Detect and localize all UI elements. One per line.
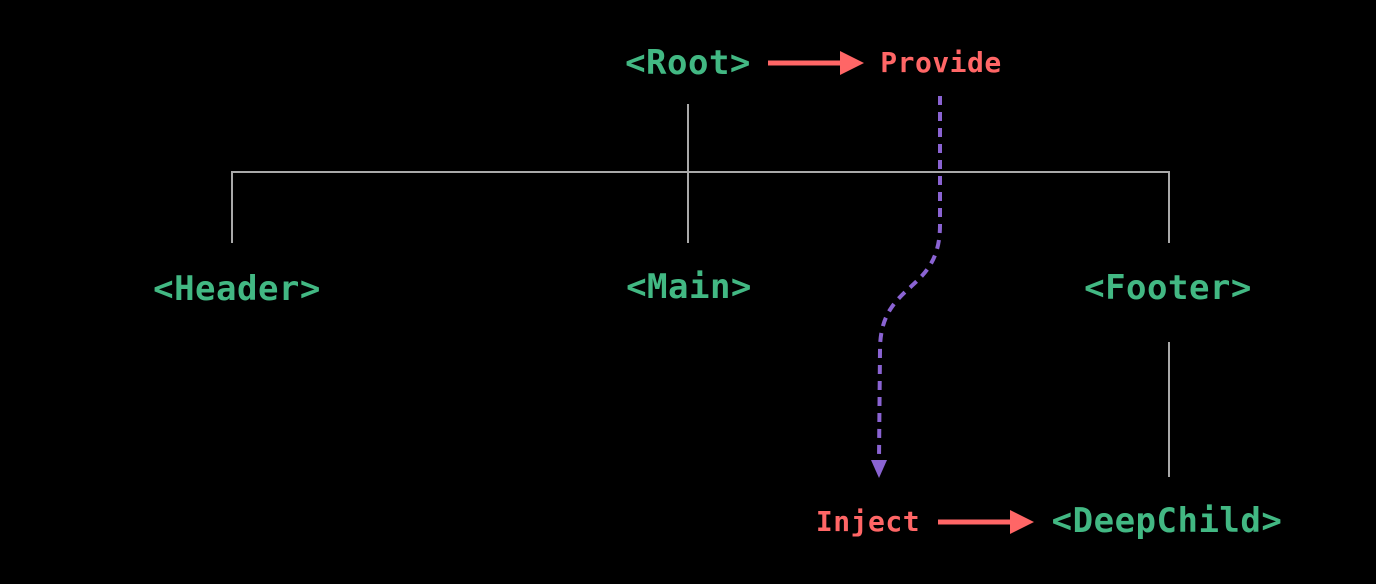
inject-annotation: Inject [815, 505, 921, 538]
dashed-curve-path [877, 96, 942, 461]
tree-lines [231, 104, 1170, 477]
provide-arrow-head-icon [840, 51, 864, 75]
inject-arrow-head-icon [1010, 510, 1034, 534]
inject-arrow [938, 510, 1034, 534]
deepchild-node-label: <DeepChild> [1051, 501, 1283, 541]
provide-to-inject-dashed-link [871, 96, 942, 478]
header-node-label: <Header> [153, 269, 321, 309]
main-node-label: <Main> [626, 267, 752, 307]
dashed-curve-arrow-head-icon [871, 460, 887, 478]
provide-arrow [768, 51, 864, 75]
footer-node-label: <Footer> [1084, 268, 1252, 308]
root-node-label: <Root> [625, 43, 751, 83]
provide-annotation: Provide [880, 46, 1002, 79]
